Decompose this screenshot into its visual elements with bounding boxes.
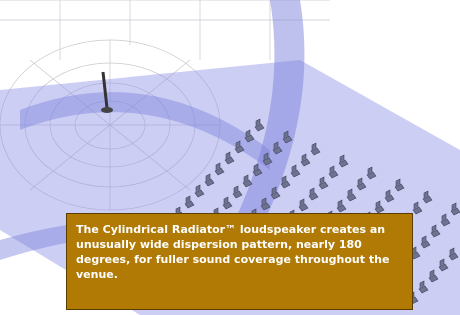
loudspeaker-base	[101, 107, 113, 113]
caption: The Cylindrical Radiator™ loudspeaker cr…	[66, 213, 413, 310]
illustration: The Cylindrical Radiator™ loudspeaker cr…	[0, 0, 460, 315]
